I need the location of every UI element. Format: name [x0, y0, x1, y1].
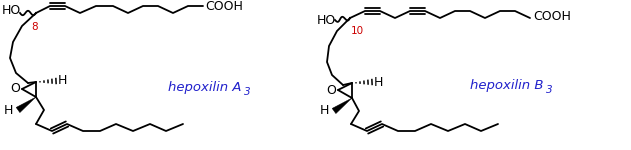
- Text: H: H: [320, 105, 329, 117]
- Text: O: O: [10, 82, 20, 96]
- Text: H: H: [58, 75, 68, 87]
- Text: HO: HO: [317, 14, 336, 27]
- Text: 3: 3: [546, 85, 553, 95]
- Polygon shape: [16, 97, 36, 113]
- Text: 3: 3: [244, 87, 251, 97]
- Polygon shape: [332, 98, 352, 114]
- Text: H: H: [4, 103, 13, 117]
- Text: 10: 10: [351, 26, 364, 36]
- Text: HO: HO: [2, 4, 21, 18]
- Text: COOH: COOH: [533, 9, 571, 22]
- Text: hepoxilin B: hepoxilin B: [470, 80, 543, 93]
- Text: O: O: [326, 84, 336, 96]
- Text: hepoxilin A: hepoxilin A: [168, 81, 242, 94]
- Text: 8: 8: [32, 22, 38, 32]
- Text: COOH: COOH: [205, 0, 243, 13]
- Text: H: H: [374, 75, 384, 88]
